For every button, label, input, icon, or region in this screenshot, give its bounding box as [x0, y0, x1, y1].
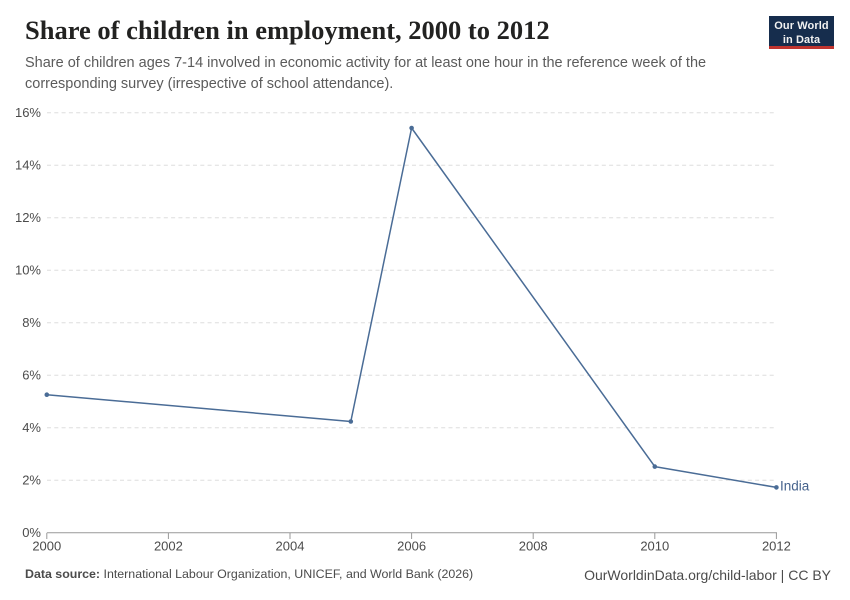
- svg-text:2000: 2000: [32, 539, 61, 554]
- svg-text:6%: 6%: [22, 368, 41, 383]
- svg-text:2008: 2008: [519, 539, 548, 554]
- svg-text:2002: 2002: [154, 539, 183, 554]
- svg-text:2004: 2004: [276, 539, 305, 554]
- svg-text:4%: 4%: [22, 420, 41, 435]
- svg-text:14%: 14%: [15, 158, 41, 173]
- svg-text:2%: 2%: [22, 473, 41, 488]
- svg-text:2006: 2006: [397, 539, 426, 554]
- svg-text:12%: 12%: [15, 210, 41, 225]
- svg-text:16%: 16%: [15, 105, 41, 120]
- svg-text:8%: 8%: [22, 315, 41, 330]
- svg-text:10%: 10%: [15, 263, 41, 278]
- svg-text:India: India: [780, 479, 810, 494]
- svg-text:2012: 2012: [762, 539, 791, 554]
- svg-text:2010: 2010: [640, 539, 669, 554]
